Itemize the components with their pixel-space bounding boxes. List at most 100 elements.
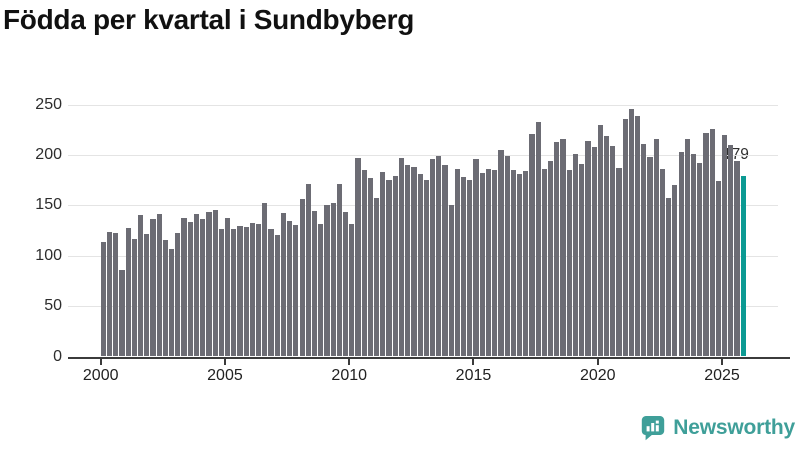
gridline-200 [68, 154, 778, 156]
y-tick-label-200: 200 [35, 145, 62, 163]
bar-2019-Q1 [572, 153, 579, 357]
bar-2021-Q2 [628, 108, 634, 357]
bar-2017-Q1 [523, 171, 529, 357]
bar-2024-Q2 [703, 132, 709, 357]
bar-2014-Q1 [448, 205, 454, 357]
bar-2014-Q2 [454, 169, 461, 357]
bar-2001-Q2 [131, 238, 137, 357]
bar-2010-Q2 [355, 157, 361, 357]
bar-2004-Q3 [212, 210, 218, 357]
bar-2011-Q2 [380, 172, 386, 357]
bar-2025-Q1 [722, 134, 728, 357]
bar-2009-Q3 [336, 184, 342, 357]
bar-2007-Q3 [287, 221, 293, 357]
y-tick-label-100: 100 [35, 246, 62, 264]
bar-2020-Q1 [597, 124, 603, 357]
bar-2013-Q3 [436, 155, 442, 357]
newsworthy-logo: Newsworthy [641, 414, 795, 442]
bar-2013-Q1 [423, 180, 429, 357]
x-tick-label-2000: 2000 [82, 367, 119, 384]
bar-2001-Q3 [137, 215, 144, 357]
bar-2022-Q2 [653, 138, 659, 357]
bar-2011-Q4 [392, 176, 398, 357]
bar-2003-Q3 [187, 222, 193, 357]
bar-2009-Q1 [324, 205, 330, 357]
bar-2012-Q4 [417, 174, 423, 357]
bar-2019-Q4 [591, 146, 597, 357]
x-tick-2010 [348, 358, 351, 365]
y-tick-label-0: 0 [53, 347, 62, 365]
gridline-50 [68, 306, 778, 308]
bar-2008-Q2 [305, 184, 311, 357]
bar-2022-Q1 [647, 156, 653, 357]
bar-2018-Q4 [566, 170, 572, 357]
bar-2002-Q2 [156, 214, 162, 357]
bar-2009-Q2 [330, 203, 336, 357]
bar-2015-Q2 [479, 173, 485, 357]
bar-2004-Q2 [206, 212, 212, 357]
bar-2000-Q3 [113, 232, 119, 357]
x-tick-label-2025: 2025 [704, 367, 740, 384]
bar-2023-Q2 [678, 151, 684, 357]
bar-2001-Q1 [125, 228, 131, 357]
newsworthy-logo-text: Newsworthy [673, 416, 795, 439]
bar-2011-Q3 [386, 180, 392, 357]
bar-2006-Q3 [262, 203, 268, 357]
bar-2018-Q1 [548, 160, 554, 357]
bar-2002-Q1 [150, 219, 156, 357]
bar-2013-Q4 [442, 164, 448, 357]
bar-2013-Q2 [429, 158, 436, 357]
x-tick-label-2010: 2010 [331, 367, 368, 384]
bar-2024-Q1 [697, 162, 703, 357]
bar-2000-Q1 [100, 241, 106, 357]
bar-2008-Q1 [299, 199, 305, 357]
bar-2020-Q3 [610, 145, 616, 357]
bar-2017-Q3 [535, 121, 541, 357]
bar-2023-Q4 [690, 153, 697, 357]
bar-2006-Q4 [268, 229, 274, 357]
x-tick-2025 [721, 358, 723, 365]
bar-2010-Q3 [361, 170, 367, 357]
bar-2012-Q3 [411, 166, 417, 357]
x-axis-line [68, 356, 790, 359]
bar-2010-Q4 [367, 178, 374, 357]
bar-2012-Q1 [398, 157, 405, 357]
bar-2004-Q4 [218, 229, 224, 357]
bar-2015-Q4 [492, 170, 498, 357]
bar-2003-Q4 [193, 214, 200, 357]
bar-2004-Q1 [200, 219, 206, 357]
bar-2017-Q4 [541, 169, 547, 357]
bar-2011-Q1 [374, 198, 380, 357]
bar-2020-Q2 [603, 135, 610, 357]
y-tick-label-50: 50 [44, 297, 62, 315]
newsworthy-logo-icon [642, 416, 665, 441]
bar-2005-Q3 [237, 226, 243, 357]
bar-2003-Q1 [175, 232, 181, 357]
bar-2025-Q4 [740, 176, 746, 357]
gridline-250 [68, 104, 778, 106]
bar-2020-Q4 [616, 168, 622, 357]
bar-2007-Q2 [280, 213, 287, 357]
bar-2008-Q4 [318, 224, 324, 357]
bar-2014-Q4 [467, 180, 473, 357]
bar-2017-Q2 [529, 133, 535, 357]
x-tick-label-2020: 2020 [579, 367, 616, 384]
y-tick-label-250: 250 [35, 95, 62, 113]
bar-2006-Q1 [249, 223, 255, 357]
bar-2016-Q3 [510, 170, 516, 357]
gridline-150 [68, 205, 778, 207]
bar-2007-Q1 [274, 234, 280, 357]
x-tick-2005 [223, 358, 226, 365]
bar-2025-Q2 [728, 144, 734, 357]
bar-2023-Q1 [672, 185, 678, 357]
bar-2025-Q3 [734, 160, 740, 357]
bar-2021-Q1 [622, 118, 628, 357]
bar-2018-Q3 [560, 138, 566, 357]
bar-2000-Q2 [106, 231, 113, 357]
bar-2019-Q3 [585, 140, 591, 357]
bar-2021-Q4 [641, 143, 647, 357]
bar-2016-Q2 [504, 155, 510, 357]
x-tick-2020 [596, 358, 599, 365]
x-tick-label-2015: 2015 [455, 367, 492, 384]
